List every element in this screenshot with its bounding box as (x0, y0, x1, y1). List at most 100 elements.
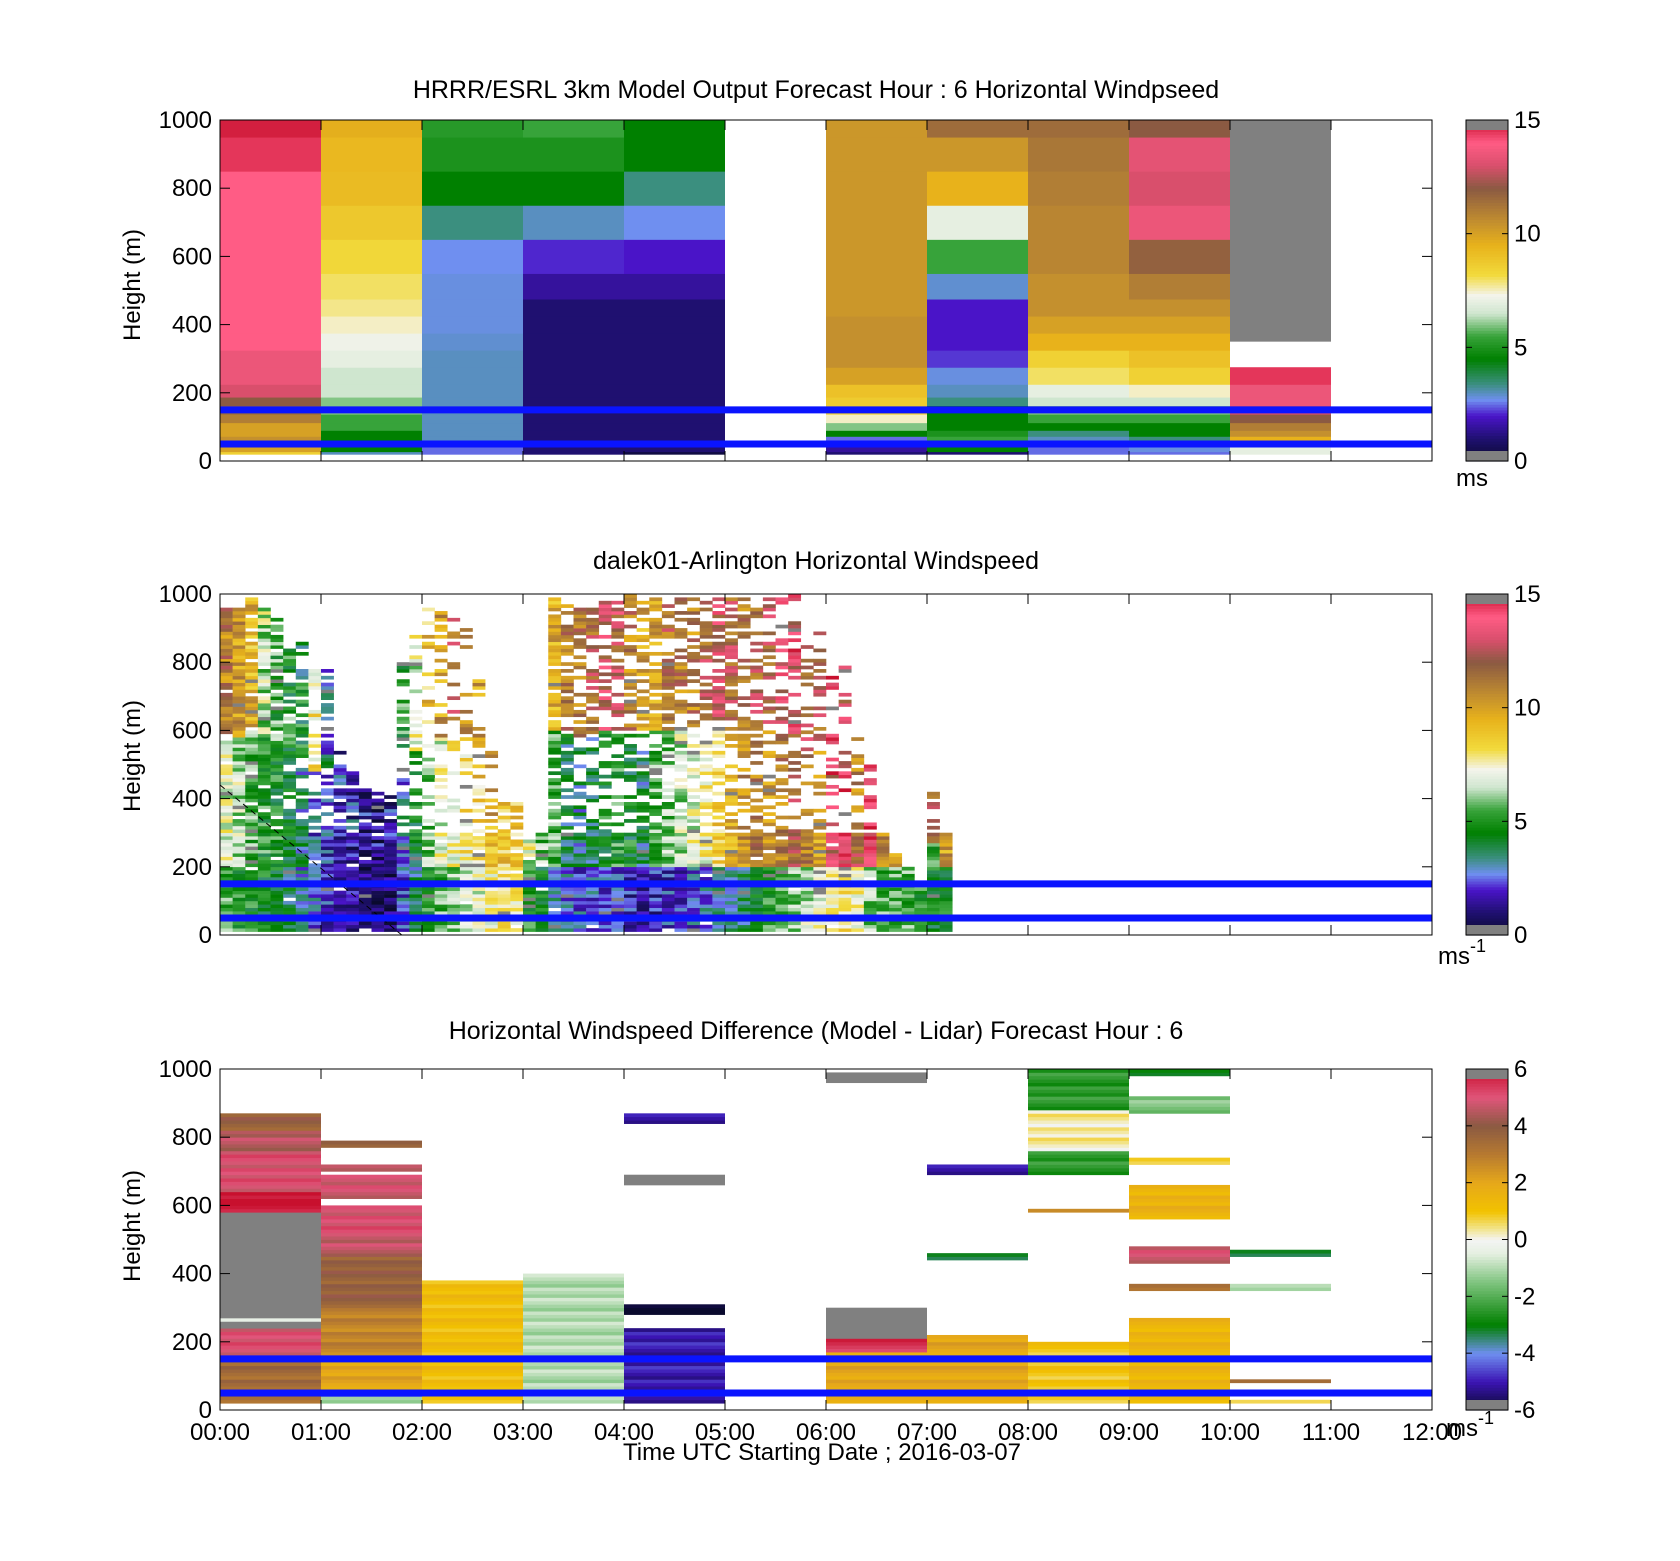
heatmap-cell (321, 137, 422, 172)
heatmap-cell (611, 846, 625, 851)
heatmap-cell (826, 1382, 927, 1387)
colorbar-swatch (1466, 812, 1508, 817)
heatmap-cell (750, 849, 764, 854)
heatmap-cell (624, 723, 637, 728)
heatmap-cell (1028, 1123, 1129, 1128)
heatmap-cell (283, 754, 297, 758)
colorbar-swatch (1466, 227, 1508, 232)
heatmap-cell (775, 600, 789, 605)
heatmap-cell (800, 665, 814, 670)
colorbar-swatch (1466, 804, 1508, 808)
heatmap-cell (573, 911, 587, 915)
heatmap-cell (636, 658, 650, 663)
heatmap-cell (245, 784, 259, 789)
heatmap-cell (573, 791, 587, 796)
heatmap-cell (422, 1280, 523, 1285)
heatmap-cell (560, 856, 574, 861)
heatmap-cell (687, 597, 701, 602)
heatmap-cell (788, 651, 802, 656)
heatmap-cell (826, 784, 839, 789)
heatmap-cell (573, 614, 587, 619)
heatmap-cell (459, 771, 473, 776)
heatmap-cell (257, 747, 271, 752)
heatmap-cell (220, 795, 233, 799)
colorbar-swatch (1466, 330, 1508, 334)
heatmap-cell (573, 709, 587, 714)
heatmap-cell (712, 921, 726, 926)
heatmap-cell (712, 709, 726, 714)
heatmap-cell (409, 645, 423, 649)
heatmap-cell (1028, 1345, 1129, 1350)
heatmap-cell (409, 791, 423, 796)
heatmap-cell (661, 781, 675, 786)
heatmap-cell (838, 873, 852, 878)
heatmap-cell (257, 825, 271, 830)
heatmap-cell (472, 904, 486, 909)
heatmap-cell (611, 726, 625, 731)
heatmap-cell (510, 859, 524, 864)
heatmap-cell (308, 675, 322, 680)
heatmap-cell (725, 846, 738, 851)
heatmap-cell (283, 689, 297, 694)
heatmap-cell (712, 846, 726, 851)
heatmap-cell (1028, 1103, 1129, 1107)
heatmap-cell (321, 1259, 422, 1264)
colorbar-swatch (1466, 903, 1508, 908)
heatmap-cell (927, 870, 940, 874)
heatmap-cell (674, 709, 688, 714)
heatmap-cell (762, 805, 776, 810)
heatmap-cell (523, 1280, 624, 1285)
colorbar-swatch (1466, 1225, 1508, 1229)
heatmap-cell (687, 754, 701, 758)
heatmap-cell (927, 446, 1028, 453)
difference-height-lines (220, 1355, 1432, 1397)
heatmap-cell (661, 853, 675, 857)
heatmap-cell (775, 795, 789, 799)
heatmap-cell (813, 870, 827, 874)
colorbar-swatch (1466, 1336, 1508, 1340)
heatmap-cell (548, 832, 562, 837)
heatmap-cell (371, 791, 385, 796)
heatmap-cell (813, 887, 827, 891)
heatmap-cell (624, 839, 637, 844)
colorbar-swatch (1466, 696, 1508, 700)
heatmap-cell (624, 1311, 725, 1315)
heatmap-cell (548, 836, 562, 840)
heatmap-cell (725, 887, 738, 891)
heatmap-cell (283, 863, 297, 868)
heatmap-cell (624, 638, 637, 643)
heatmap-cell (220, 669, 233, 673)
heatmap-cell (611, 802, 625, 806)
heatmap-cell (636, 703, 650, 707)
colorbar-swatch (1466, 435, 1508, 439)
heatmap-cell (548, 750, 562, 755)
heatmap-cell (422, 1379, 523, 1384)
heatmap-cell (510, 894, 524, 898)
heatmap-cell (1028, 350, 1129, 368)
heatmap-cell (523, 1352, 624, 1356)
heatmap-cell (321, 686, 334, 690)
heatmap-cell (283, 761, 297, 765)
heatmap-cell (321, 1273, 422, 1278)
heatmap-cell (270, 859, 284, 864)
heatmap-cell (257, 699, 271, 704)
heatmap-cell (220, 682, 233, 687)
heatmap-cell (371, 877, 385, 881)
heatmap-cell (245, 655, 259, 660)
heatmap-cell (245, 669, 259, 673)
heatmap-cell (725, 692, 738, 697)
heatmap-cell (927, 819, 940, 823)
heatmap-cell (737, 737, 751, 741)
heatmap-cell (548, 890, 562, 895)
heatmap-cell (257, 853, 271, 857)
heatmap-cell (813, 689, 827, 694)
heatmap-cell (295, 907, 309, 912)
heatmap-cell (914, 887, 928, 891)
colorbar-swatch (1466, 829, 1508, 834)
heatmap-cell (447, 849, 461, 854)
heatmap-cell (661, 733, 675, 738)
heatmap-cell (800, 863, 814, 868)
heatmap-cell (447, 836, 461, 840)
heatmap-cell (927, 791, 940, 796)
heatmap-cell (800, 859, 814, 864)
